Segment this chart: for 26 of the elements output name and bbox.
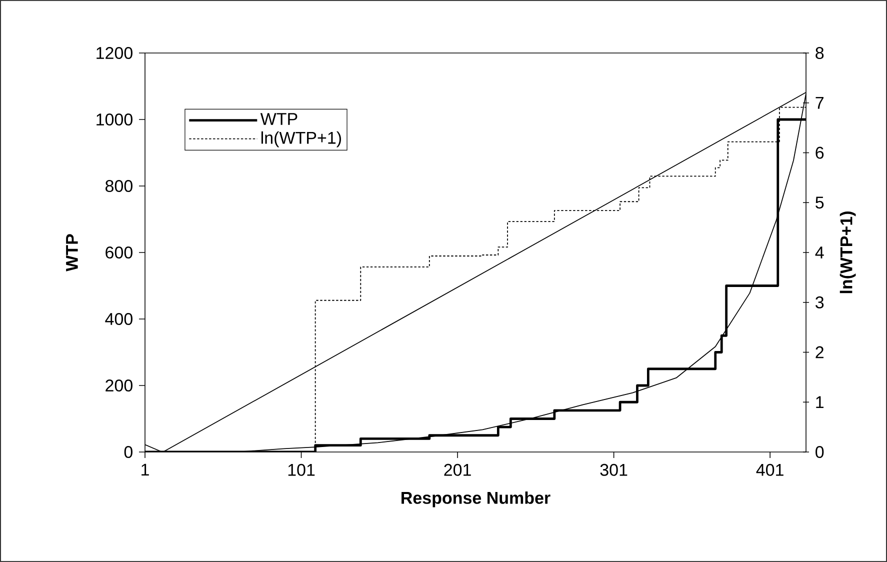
y2-tick-label: 1 bbox=[816, 396, 824, 408]
legend-label: ln(WTP+1) bbox=[261, 131, 341, 148]
y2-tick-label: 0 bbox=[816, 446, 824, 458]
y-tick-label: 400 bbox=[105, 312, 132, 326]
y-tick-label: 200 bbox=[106, 379, 132, 392]
y2-axis-title: ln(WTP+1) bbox=[840, 212, 856, 294]
x-tick-label: 401 bbox=[756, 464, 784, 476]
y-tick-label: 800 bbox=[106, 180, 132, 192]
y2-tick-label: 5 bbox=[816, 196, 824, 209]
y-tick-label: 1000 bbox=[96, 113, 132, 126]
y2-tick-label: 8 bbox=[816, 46, 824, 60]
y2-tick-label: 4 bbox=[815, 246, 824, 258]
x-axis-title: Response Number bbox=[402, 491, 550, 508]
y2-tick-label: 6 bbox=[816, 146, 824, 159]
y2-tick-label: 3 bbox=[816, 296, 824, 308]
x-tick-label: 1 bbox=[142, 464, 149, 476]
y-tick-label: 0 bbox=[124, 446, 132, 458]
x-tick-label: 301 bbox=[600, 464, 628, 476]
y-tick-label: 1200 bbox=[96, 46, 132, 60]
legend-label: WTP bbox=[260, 113, 298, 125]
y2-tick-label: 7 bbox=[816, 97, 824, 109]
y-axis-title: WTP bbox=[66, 234, 78, 272]
x-tick-label: 201 bbox=[444, 464, 471, 476]
y-tick-label: 600 bbox=[106, 246, 132, 259]
x-tick-label: 101 bbox=[288, 464, 315, 476]
y2-tick-label: 2 bbox=[816, 346, 824, 358]
